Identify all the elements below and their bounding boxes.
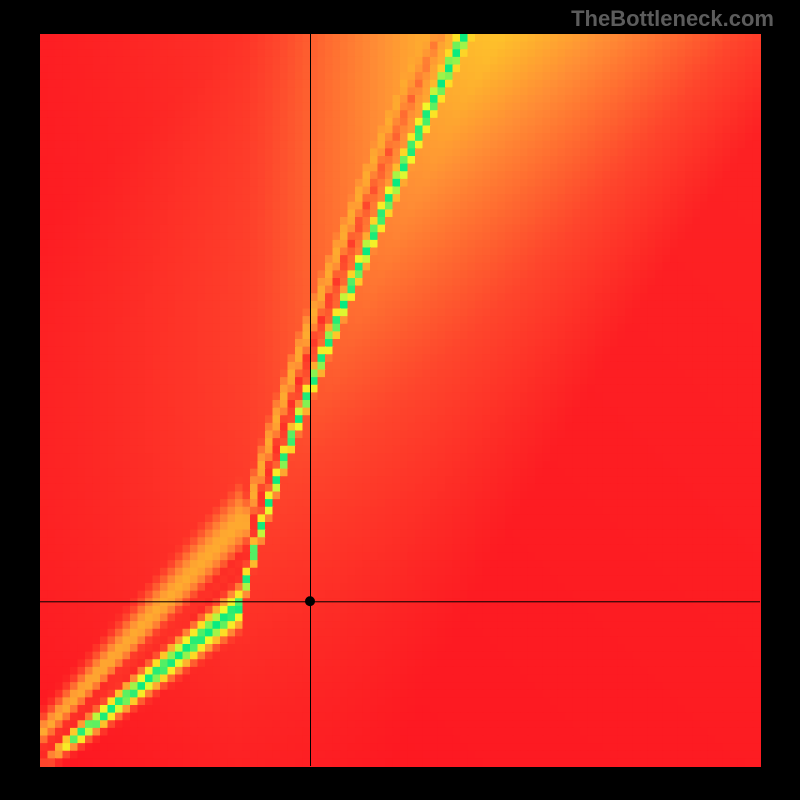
bottleneck-heatmap <box>0 0 800 800</box>
chart-container: TheBottleneck.com <box>0 0 800 800</box>
